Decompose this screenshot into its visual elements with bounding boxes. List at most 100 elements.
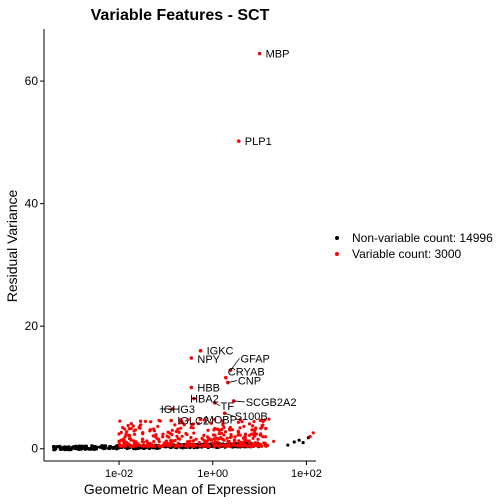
variable-point: [158, 444, 162, 448]
variable-point: [129, 427, 133, 431]
y-tick-label: 0: [31, 442, 38, 456]
variable-point: [131, 444, 136, 448]
variable-point: [198, 444, 202, 448]
point-label: GFAP: [241, 353, 270, 365]
point-label: IGKC: [207, 346, 234, 358]
variable-point: [233, 435, 237, 439]
variable-point: [236, 430, 241, 434]
variable-point: [173, 438, 177, 443]
legend-label: Variable count: 3000: [352, 247, 462, 261]
label-leader-line: [227, 380, 237, 383]
variable-point: [211, 441, 215, 445]
label-leader-line: [224, 412, 234, 417]
variable-point: [194, 437, 198, 441]
variable-point: [200, 443, 205, 448]
variable-point: [173, 423, 177, 427]
variable-point: [123, 435, 127, 439]
x-axis-ticks: 1e-02 1e+00 1e+02: [105, 461, 322, 480]
variable-point: [186, 418, 190, 422]
variable-point: [215, 440, 220, 444]
variable-point: [169, 418, 174, 423]
variable-point: [240, 420, 244, 424]
non-variable-point: [82, 446, 86, 450]
y-tick-label: 60: [25, 74, 39, 88]
variable-point: [197, 440, 201, 445]
variable-point: [256, 437, 260, 441]
point-label: IGLC2: [177, 416, 209, 428]
variable-point: [196, 421, 200, 426]
variable-point: [209, 421, 213, 425]
variable-point: [219, 431, 224, 435]
variable-point: [149, 443, 154, 448]
variable-point: [152, 443, 156, 448]
variable-point: [189, 435, 193, 440]
variable-point: [188, 443, 192, 447]
variable-point: [217, 444, 221, 448]
variable-point: [176, 441, 180, 445]
variable-point: [213, 417, 217, 422]
variable-point: [260, 423, 264, 428]
variable-point: [161, 432, 165, 436]
variable-point: [256, 444, 260, 448]
variable-point: [258, 433, 263, 437]
y-tick-label: 40: [25, 197, 39, 211]
variable-point: [230, 428, 235, 432]
non-variable-point: [104, 444, 108, 448]
variable-point: [210, 438, 214, 442]
variable-point: [126, 433, 131, 437]
chart-title: Variable Features - SCT: [91, 7, 270, 24]
variable-point: [166, 444, 170, 448]
non-variable-point: [79, 447, 83, 451]
variable-point: [154, 435, 158, 439]
variable-point: [191, 439, 196, 443]
variable-point: [224, 375, 228, 380]
point-label: MBP: [266, 49, 290, 61]
x-tick-label: 1e-02: [105, 468, 133, 480]
non-variable-point: [53, 447, 57, 451]
variable-point: [249, 444, 254, 448]
variable-point: [141, 437, 145, 441]
variable-point: [163, 443, 167, 447]
point-label: SCGB2A2: [246, 397, 297, 409]
variable-point: [247, 439, 251, 443]
non-variable-point: [286, 443, 290, 447]
non-variable-point: [292, 440, 296, 444]
non-variable-point: [101, 444, 105, 448]
variable-point: [261, 435, 265, 439]
variable-point: [252, 419, 256, 424]
variable-point: [253, 434, 257, 438]
variable-point: [132, 429, 136, 433]
variable-point: [229, 433, 233, 437]
variable-point: [157, 437, 161, 442]
variable-point: [189, 385, 194, 390]
point-label: CRYAB: [228, 367, 265, 379]
variable-point: [261, 419, 265, 424]
variable-point: [211, 433, 216, 437]
variable-point: [146, 441, 150, 445]
variable-point: [238, 426, 242, 430]
variable-point: [120, 444, 124, 448]
variable-point: [253, 431, 257, 435]
variable-point: [194, 443, 198, 447]
variable-point: [222, 438, 226, 442]
variable-point: [206, 435, 210, 439]
variable-point: [157, 418, 161, 423]
legend-marker: [335, 252, 339, 256]
variable-point: [179, 426, 183, 430]
point-label: HBA2: [190, 393, 219, 405]
variable-point: [212, 437, 216, 441]
variable-point: [167, 435, 171, 439]
point-label: NPY: [197, 354, 220, 366]
variable-point: [238, 433, 242, 437]
variable-point: [227, 439, 231, 444]
variable-point: [118, 419, 122, 423]
variable-point: [220, 427, 224, 431]
variable-point: [178, 437, 182, 441]
variable-point: [166, 441, 170, 446]
variable-point: [176, 427, 180, 431]
variable-point: [154, 433, 158, 437]
variable-point: [243, 432, 248, 436]
variable-point: [219, 436, 223, 440]
non-variable-point: [98, 445, 102, 449]
